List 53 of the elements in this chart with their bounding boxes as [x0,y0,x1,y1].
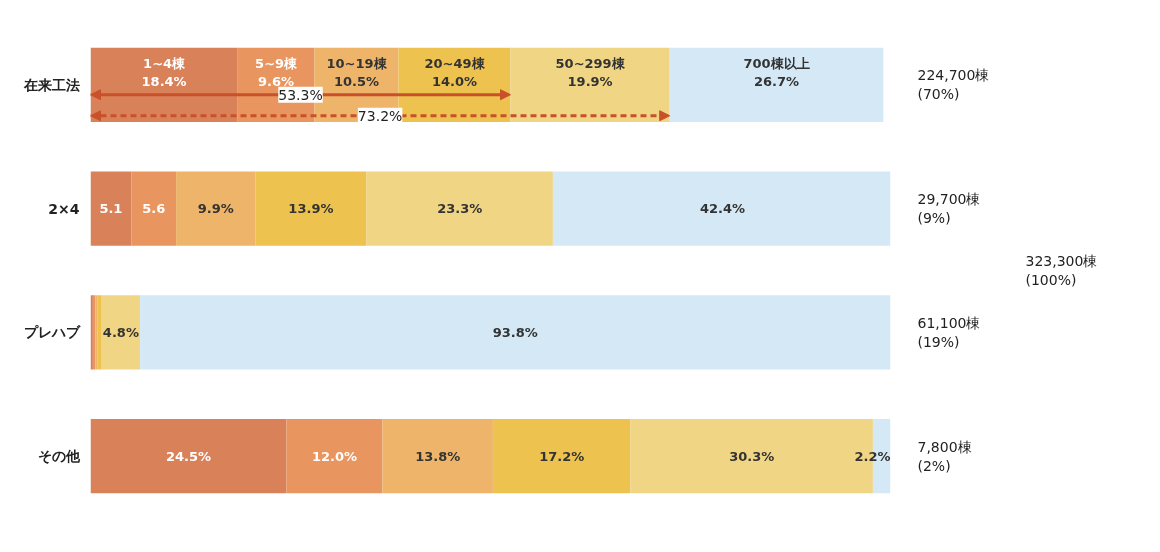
data-label: 23.3% [437,201,483,217]
bar [366,171,553,246]
data-label: 24.5% [165,448,212,464]
bar [140,295,891,370]
series-label: 1~4棟 [143,55,187,71]
bar [97,295,102,370]
data-label: 4.8% [102,324,139,340]
data-label: 9.9% [197,201,234,217]
text: 323,300棟 (100%) [1025,252,1098,289]
bar [90,47,238,122]
data-label: 42.4% [699,201,746,217]
data-label: 17.2% [539,448,585,464]
data-label: 9.6% [258,73,295,89]
bar [382,419,493,494]
bar [669,47,884,122]
y-tick-label: プレハブ [23,324,81,341]
data-label: 5.1 [99,201,123,217]
text: 224,700棟 (70%) [917,67,990,103]
bar [286,419,383,494]
data-label: 18.4% [141,73,187,89]
annotation: 73.2% [357,107,403,124]
data-label: 14.0% [431,73,478,89]
data-label: 19.9% [567,73,613,89]
data-label: 10.5% [333,73,380,89]
y-tick-label: その他 [37,448,81,465]
data-label: 30.3% [729,448,775,464]
series-label: 10~19棟 [326,55,388,71]
annotation: 53.3% [278,86,323,103]
series-label: 700棟以上 [743,55,810,71]
data-label: 13.8% [415,448,461,464]
data-label: 12.0% [311,448,358,464]
series-label: 50~299棟 [555,55,626,71]
data-label: 2.2% [854,448,891,464]
series-label: 20~49棟 [424,55,486,71]
text: 7,800棟 (2%) [917,438,972,474]
data-label: 93.8% [492,324,538,340]
bar [131,171,177,246]
bar [255,171,367,246]
bar [510,47,670,122]
bar [90,419,287,494]
data-label: 5.6 [142,201,166,217]
series-label: 5~9棟 [255,55,299,71]
data-label: 26.7% [753,73,800,89]
y-tick-label: 2×4 [48,200,80,217]
bar [90,171,132,246]
bar [101,295,141,370]
bar [492,419,631,494]
text: 61,100棟 (19%) [917,314,981,350]
bar [176,171,256,246]
bar [552,171,891,246]
text: 29,700棟 (9%) [917,191,981,227]
y-tick-label: 在来工法 [22,76,80,93]
data-label: 13.9% [288,201,334,217]
